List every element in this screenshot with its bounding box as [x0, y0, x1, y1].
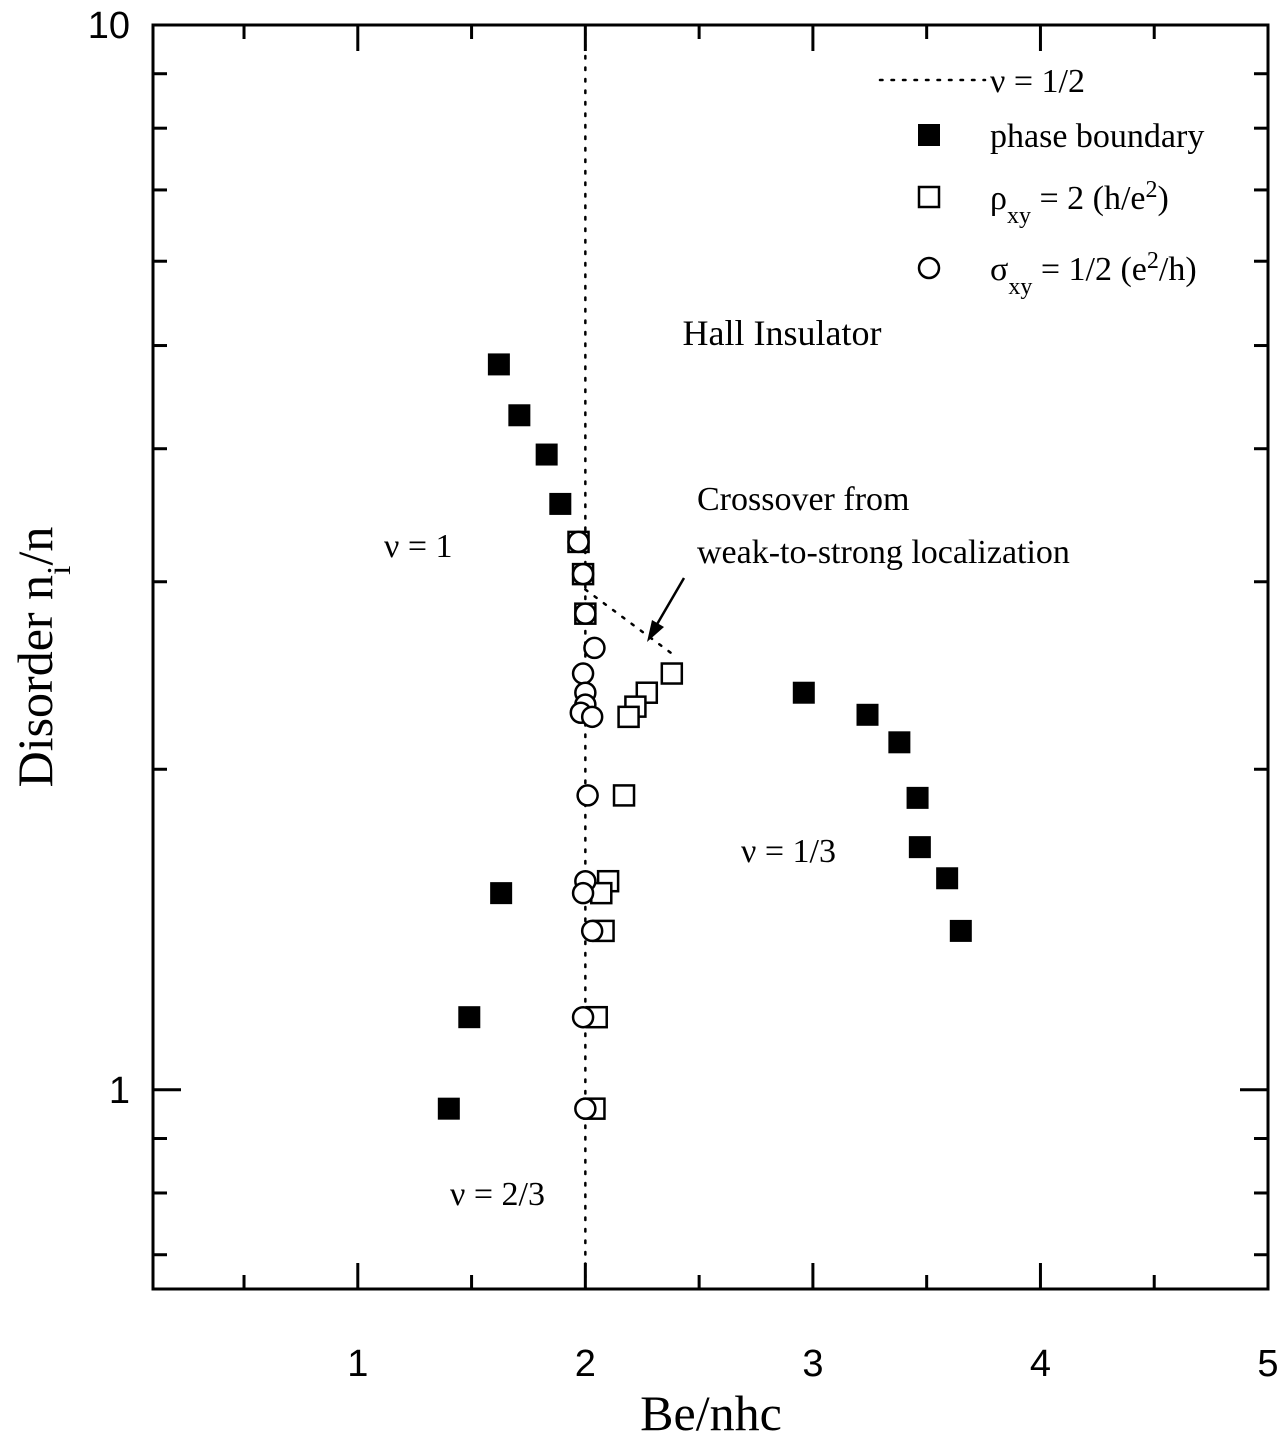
legend-label-part: = 1/2 (e — [1032, 251, 1147, 288]
point-sigma-xy — [576, 784, 599, 807]
crossover-arrow-shaft — [654, 577, 686, 627]
axis-ticks — [153, 23, 1270, 1289]
point-phase-boundary — [936, 867, 959, 890]
point-sigma-xy — [574, 1097, 597, 1120]
annotation-cross1: Crossover from — [697, 481, 909, 518]
point-rho-xy — [612, 784, 636, 807]
point-sigma-xy — [583, 636, 606, 660]
x-tick-label: 5 — [1257, 1343, 1278, 1385]
point-rho-xy — [617, 705, 640, 729]
point-sigma-xy — [571, 881, 595, 905]
point-sigma-xy — [571, 1005, 595, 1029]
legend-label-part: ρ — [990, 180, 1007, 217]
point-phase-boundary — [906, 786, 929, 809]
annotation-hall: Hall Insulator — [683, 313, 882, 353]
legend-label-part: phase boundary — [990, 118, 1204, 155]
legend-label-part: xy — [1008, 274, 1032, 300]
plot-frame — [151, 23, 1270, 1291]
point-phase-boundary — [856, 703, 879, 726]
y-axis-title-sub: i — [41, 566, 78, 575]
x-axis-title: Be/nhc — [640, 1385, 782, 1438]
annotation-nu13: ν = 1/3 — [741, 833, 836, 870]
annotation-nu1: ν = 1 — [384, 528, 453, 565]
legend-label-sigma: σxy = 1/2 (e2/h) — [990, 248, 1197, 300]
y-axis-title: Disorder ni/n — [7, 527, 78, 788]
point-sigma-xy — [580, 705, 604, 729]
point-sigma-xy — [574, 602, 597, 625]
point-phase-boundary — [437, 1097, 460, 1120]
y-tick-label: 10 — [88, 5, 130, 47]
reference-line-crossover — [584, 588, 678, 659]
legend-label-part: = 2 (h/e — [1031, 180, 1146, 217]
legend-label-part: 2 — [1146, 177, 1158, 203]
point-phase-boundary — [487, 353, 510, 376]
x-tick-label: 2 — [575, 1343, 596, 1385]
point-phase-boundary — [949, 919, 972, 942]
legend-symbol-open-square — [917, 185, 941, 209]
point-phase-boundary — [458, 1006, 481, 1029]
point-phase-boundary — [549, 492, 572, 515]
point-sigma-xy — [567, 530, 590, 554]
point-phase-boundary — [535, 443, 558, 466]
y-axis-title-tail: /n — [7, 527, 63, 566]
annotation-cross2: weak-to-strong localization — [697, 534, 1070, 571]
legend-label-part: σ — [990, 251, 1008, 288]
point-sigma-xy — [580, 919, 604, 943]
x-tick-label: 3 — [802, 1343, 823, 1385]
legend-label-part: xy — [1007, 203, 1031, 229]
legend-label-nu_half: ν = 1/2 — [990, 63, 1085, 100]
y-axis-title-main: Disorder n — [7, 575, 63, 787]
x-tick-label: 4 — [1030, 1343, 1051, 1385]
y-tick-label: 1 — [109, 1070, 130, 1112]
point-sigma-xy — [571, 562, 595, 586]
legend-symbol-open-circle — [917, 256, 941, 280]
legend-symbol-filled-square — [918, 124, 940, 146]
legend-label-part: 2 — [1147, 248, 1159, 274]
plot-area — [151, 23, 1270, 1291]
point-phase-boundary — [888, 731, 911, 754]
point-sigma-xy — [571, 662, 595, 685]
point-phase-boundary — [792, 681, 815, 704]
point-phase-boundary — [908, 836, 931, 859]
legend-label-part: ) — [1158, 180, 1169, 217]
legend-label-rho: ρxy = 2 (h/e2) — [990, 177, 1169, 229]
text-layer: 1 2 3 4 5 1 10 Hall Insulator ν = 1 ν = 1/3 ν = 2/… — [7, 5, 1279, 1438]
x-tick-label: 1 — [347, 1343, 368, 1385]
legend-label-phase: phase boundary — [990, 118, 1204, 155]
crossover-arrow-head — [647, 620, 664, 642]
reference-lines — [584, 23, 686, 1291]
point-phase-boundary — [508, 404, 531, 427]
point-phase-boundary — [490, 882, 513, 905]
point-rho-xy — [660, 662, 684, 685]
annotation-nu23: ν = 2/3 — [450, 1176, 545, 1213]
data-marks — [437, 353, 972, 1120]
legend-label-part: /h) — [1159, 251, 1197, 288]
legend-label-part: ν = 1/2 — [990, 63, 1085, 100]
